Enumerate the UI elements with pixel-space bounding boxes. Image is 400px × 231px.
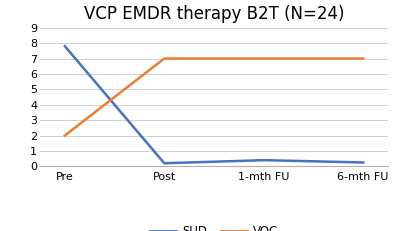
- Title: VCP EMDR therapy B2T (N=24): VCP EMDR therapy B2T (N=24): [84, 5, 344, 23]
- Legend: SUD, VOC: SUD, VOC: [150, 225, 278, 231]
